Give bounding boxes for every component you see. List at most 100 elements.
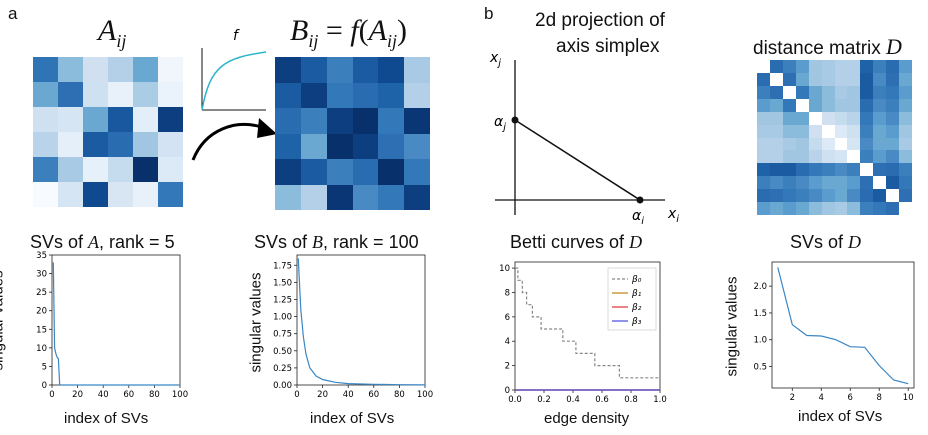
distance-matrix-cell — [757, 150, 770, 164]
distance-matrix-cell — [886, 150, 900, 164]
plot-frame — [296, 254, 426, 386]
matrix-a-cell — [108, 157, 133, 182]
distance-matrix-cell — [899, 189, 912, 203]
matrix-a-cell — [58, 182, 83, 207]
matrix-a-cell — [33, 57, 58, 82]
matrix-b-cell — [404, 57, 430, 83]
distance-matrix-cell — [847, 137, 861, 151]
y-tick-label: 2 — [505, 362, 510, 372]
distance-matrix-cell — [808, 202, 822, 215]
distance-matrix-cell — [847, 60, 861, 73]
alpha-i-label: αi — [632, 208, 644, 227]
series-line-0 — [297, 258, 426, 386]
matrix-a-cell — [58, 157, 83, 182]
sv-a-xlabel: index of SVs — [64, 410, 149, 427]
distance-matrix-cell — [757, 111, 770, 125]
distance-matrix-cell — [795, 189, 809, 203]
distance-matrix-cell — [795, 72, 809, 86]
distance-matrix-cell — [795, 98, 809, 112]
matrix-b-cell — [326, 57, 353, 83]
x-tick-label: 40 — [343, 390, 354, 400]
distance-matrix-cell — [769, 137, 783, 151]
distance-matrix-cell — [886, 176, 900, 190]
matrix-b-cell — [326, 133, 353, 159]
sv-d-title: SVs of D — [790, 232, 862, 252]
matrix-a-cell — [158, 82, 183, 107]
matrix-a-cell — [133, 132, 158, 157]
y-tick-label: 1.50 — [273, 278, 292, 288]
sv-d-ylabel: singular values — [723, 276, 741, 377]
series-line-0 — [52, 262, 180, 386]
y-tick-label: 1.00 — [273, 313, 292, 323]
distance-matrix-cell — [769, 176, 783, 190]
distance-matrix-cell — [899, 85, 912, 99]
y-tick-label: 0.75 — [273, 330, 292, 340]
x-tick-label: 0.8 — [624, 395, 638, 405]
distance-matrix-cell — [873, 137, 887, 151]
distance-matrix-cell — [873, 111, 887, 125]
distance-matrix-cell — [886, 60, 900, 73]
axis-simplex-diagram: xj xi αj αi — [489, 50, 679, 227]
y-tick-label: 8 — [505, 288, 510, 298]
matrix-b-cell — [352, 57, 379, 83]
distance-matrix-cell — [847, 72, 861, 86]
distance-matrix-heatmap — [757, 60, 912, 215]
xi-label: xi — [667, 206, 679, 225]
distance-matrix-cell — [899, 124, 912, 138]
matrix-a-cell — [58, 132, 83, 157]
distance-matrix-cell — [795, 202, 809, 215]
function-inset: f — [201, 28, 267, 111]
distance-matrix-cell — [860, 98, 874, 112]
distance-matrix-cell — [899, 176, 912, 190]
distance-matrix-cell — [795, 111, 809, 125]
distance-matrix-cell — [782, 72, 796, 86]
distance-matrix-cell — [821, 163, 835, 177]
distance-matrix-cell — [873, 176, 887, 190]
x-tick-label: 0 — [294, 390, 299, 400]
distance-matrix-cell — [860, 202, 874, 215]
distance-matrix-cell — [821, 111, 835, 125]
distance-matrix-cell — [860, 163, 874, 177]
matrix-b-cell — [300, 184, 327, 210]
distance-matrix-cell — [834, 202, 848, 215]
distance-matrix-cell — [757, 137, 770, 151]
distance-matrix-cell — [873, 163, 887, 177]
matrix-b-cell — [300, 108, 327, 134]
distance-matrix-cell — [847, 189, 861, 203]
sv-a-ylabel: singular values — [0, 270, 7, 371]
sv-b-xlabel: index of SVs — [310, 410, 395, 427]
distance-matrix-cell — [782, 137, 796, 151]
series-line-0 — [777, 267, 909, 385]
matrix-b-cell — [275, 57, 301, 83]
distance-matrix-cell — [847, 111, 861, 125]
x-tick-label: 0.2 — [537, 395, 551, 405]
transform-arrow — [191, 118, 277, 161]
sv-d-xlabel: index of SVs — [798, 408, 883, 425]
y-tick-label: 1.5 — [753, 309, 767, 319]
distance-matrix-cell — [782, 98, 796, 112]
matrix-b-cell — [326, 159, 353, 185]
matrix-b-cell — [352, 108, 379, 134]
matrix-a-cell — [33, 157, 58, 182]
distance-matrix-cell — [769, 111, 783, 125]
distance-matrix-cell — [847, 124, 861, 138]
distance-matrix-cell — [847, 85, 861, 99]
distance-matrix-cell — [795, 137, 809, 151]
x-tick-label: 0.4 — [566, 395, 580, 405]
distance-matrix-cell — [808, 60, 822, 73]
x-tick-label: 60 — [368, 390, 379, 400]
distance-matrix-cell — [899, 137, 912, 151]
distance-matrix-cell — [821, 189, 835, 203]
distance-matrix-cell — [821, 85, 835, 99]
matrix-b-cell — [352, 82, 379, 108]
y-tick-label: 10 — [499, 264, 510, 274]
y-tick-label: 10 — [36, 344, 47, 354]
distance-matrix-cell — [860, 124, 874, 138]
distance-matrix-cell — [769, 150, 783, 164]
distance-matrix-cell — [899, 98, 912, 112]
distance-matrix-cell — [847, 176, 861, 190]
distance-matrix-cell — [782, 111, 796, 125]
matrix-b-cell — [378, 57, 405, 83]
matrix-a-cell — [133, 182, 158, 207]
matrix-a-cell — [58, 82, 83, 107]
